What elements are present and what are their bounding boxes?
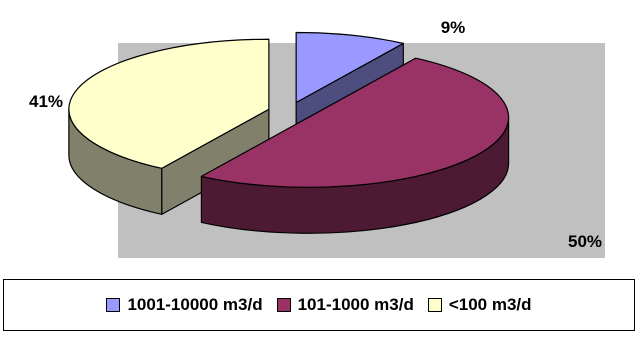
legend-label-lt-100: <100 m3/d (448, 295, 532, 314)
legend-swatch-lt-100 (427, 298, 442, 312)
pie-slices (68, 31, 510, 234)
legend-item-101-1000: 101-1000 m3/d (276, 295, 414, 315)
pie-chart: 9% 50% 41% (29, 18, 605, 258)
slice-top-lt-100 (68, 38, 270, 169)
legend-swatch-101-1000 (276, 298, 291, 312)
slice-top-1001-10000 (295, 31, 404, 104)
legend-swatch-1001-10000 (106, 298, 121, 312)
legend-label-1001-10000: 1001-10000 m3/d (127, 295, 263, 314)
legend-item-lt-100: <100 m3/d (427, 295, 532, 315)
data-label-lt-100: 41% (29, 92, 63, 111)
data-label-1001-10000: 9% (441, 18, 466, 37)
legend-item-1001-10000: 1001-10000 m3/d (106, 295, 263, 315)
legend: 1001-10000 m3/d 101-1000 m3/d <100 m3/d (3, 279, 635, 331)
data-label-101-1000: 50% (568, 232, 602, 251)
legend-label-101-1000: 101-1000 m3/d (297, 295, 414, 314)
slice-top-101-1000 (200, 57, 510, 188)
